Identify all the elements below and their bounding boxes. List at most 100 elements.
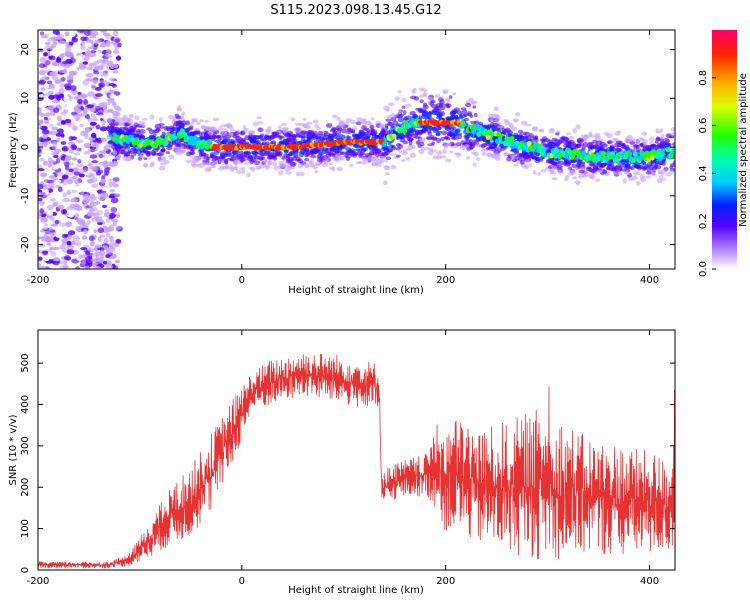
heatmap-cell bbox=[494, 118, 499, 124]
heatmap-cell bbox=[556, 164, 563, 169]
heatmap-cell bbox=[450, 115, 456, 119]
heatmap-cell bbox=[142, 163, 149, 167]
heatmap-cell bbox=[289, 161, 297, 167]
heatmap-cell bbox=[102, 260, 108, 265]
heatmap-cell bbox=[73, 171, 81, 176]
heatmap-cell bbox=[490, 160, 495, 166]
heatmap-cell bbox=[606, 141, 612, 144]
heatmap-cell bbox=[438, 126, 442, 131]
heatmap-cell bbox=[658, 175, 664, 179]
snr-xlabel: Height of straight line (km) bbox=[288, 585, 424, 596]
heatmap-cell bbox=[104, 153, 109, 160]
heatmap-cell bbox=[230, 154, 235, 159]
heatmap-cell bbox=[89, 52, 97, 58]
heatmap-cell bbox=[409, 152, 416, 158]
heatmap-cell bbox=[368, 147, 376, 152]
heatmap-cell bbox=[475, 137, 480, 142]
heatmap-cell bbox=[48, 83, 55, 89]
heatmap-cell bbox=[442, 148, 447, 154]
heatmap-cell bbox=[314, 170, 319, 174]
heatmap-cell bbox=[443, 103, 450, 107]
heatmap-cell bbox=[50, 36, 58, 41]
heatmap-cell bbox=[580, 167, 587, 171]
heatmap-cell bbox=[446, 105, 451, 109]
heatmap-cell bbox=[201, 162, 206, 167]
heatmap-cell bbox=[639, 177, 647, 183]
heatmap-cell bbox=[85, 51, 91, 57]
heatmap-cell bbox=[89, 121, 97, 126]
snr-background bbox=[38, 330, 675, 570]
heatmap-cell bbox=[90, 146, 97, 150]
heatmap-cell bbox=[322, 149, 326, 154]
heatmap-cell bbox=[323, 109, 329, 113]
heatmap-cell bbox=[537, 171, 541, 176]
heatmap-cell bbox=[80, 40, 85, 46]
heatmap-cell bbox=[383, 180, 388, 186]
heatmap-cell bbox=[38, 147, 42, 154]
heatmap-cell bbox=[513, 163, 519, 167]
heatmap-cell bbox=[221, 132, 228, 136]
heatmap-cell bbox=[437, 164, 443, 168]
heatmap-cell bbox=[352, 154, 357, 158]
heatmap-cell bbox=[103, 88, 110, 93]
heatmap-cell bbox=[314, 161, 322, 166]
heatmap-cell bbox=[449, 131, 454, 137]
heatmap-cell bbox=[39, 157, 45, 162]
heatmap-cell bbox=[241, 169, 246, 175]
heatmap-cell bbox=[91, 113, 96, 118]
heatmap-cell bbox=[218, 126, 223, 131]
y-tick-label: 100 bbox=[20, 519, 31, 538]
heatmap-cell bbox=[172, 126, 179, 132]
heatmap-cell bbox=[472, 162, 478, 167]
heatmap-cell bbox=[599, 141, 606, 146]
heatmap-cell bbox=[434, 94, 441, 99]
heatmap-cell bbox=[627, 173, 633, 178]
heatmap-cell bbox=[57, 34, 65, 38]
heatmap-cell bbox=[597, 169, 604, 174]
heatmap-cell bbox=[96, 112, 104, 116]
heatmap-cell bbox=[175, 115, 182, 120]
heatmap-cell bbox=[623, 171, 629, 175]
heatmap-cell bbox=[256, 166, 262, 170]
heatmap-cell bbox=[181, 111, 186, 116]
heatmap-cell bbox=[615, 147, 622, 151]
heatmap-cell bbox=[461, 109, 468, 114]
heatmap-cell bbox=[95, 200, 101, 205]
heatmap-cell bbox=[297, 163, 303, 169]
heatmap-cell bbox=[663, 179, 669, 184]
heatmap-cell bbox=[213, 161, 219, 165]
heatmap-cell bbox=[42, 142, 48, 147]
heatmap-cell bbox=[277, 170, 284, 176]
heatmap-cell bbox=[668, 152, 674, 159]
heatmap-cell bbox=[74, 105, 82, 110]
heatmap-cell bbox=[271, 161, 277, 167]
heatmap-cell bbox=[85, 171, 91, 176]
heatmap-cell bbox=[66, 189, 71, 196]
heatmap-cell bbox=[94, 244, 102, 249]
heatmap-cell bbox=[562, 161, 567, 166]
heatmap-cell bbox=[54, 79, 62, 84]
heatmap-cell bbox=[82, 193, 90, 199]
heatmap-cell bbox=[528, 133, 534, 138]
heatmap-cell bbox=[42, 250, 49, 255]
heatmap-cell bbox=[277, 125, 282, 129]
heatmap-cell bbox=[112, 114, 118, 119]
heatmap-cell bbox=[436, 155, 442, 160]
heatmap-cell bbox=[204, 134, 209, 138]
heatmap-cell bbox=[335, 153, 342, 159]
heatmap-cell bbox=[91, 160, 99, 164]
y-tick-label: -20 bbox=[20, 236, 31, 252]
heatmap-cell bbox=[444, 135, 449, 140]
heatmap-cell bbox=[623, 144, 630, 149]
heatmap-cell bbox=[239, 167, 246, 171]
heatmap-cell bbox=[93, 70, 100, 75]
heatmap-cell bbox=[596, 163, 603, 168]
heatmap-cell bbox=[572, 143, 579, 148]
heatmap-cell bbox=[166, 147, 173, 151]
heatmap-cell bbox=[38, 183, 44, 190]
heatmap-cell bbox=[38, 79, 46, 85]
heatmap-cell bbox=[55, 171, 64, 177]
heatmap-cell bbox=[288, 152, 293, 156]
heatmap-cell bbox=[179, 124, 185, 129]
heatmap-cell bbox=[193, 157, 200, 163]
